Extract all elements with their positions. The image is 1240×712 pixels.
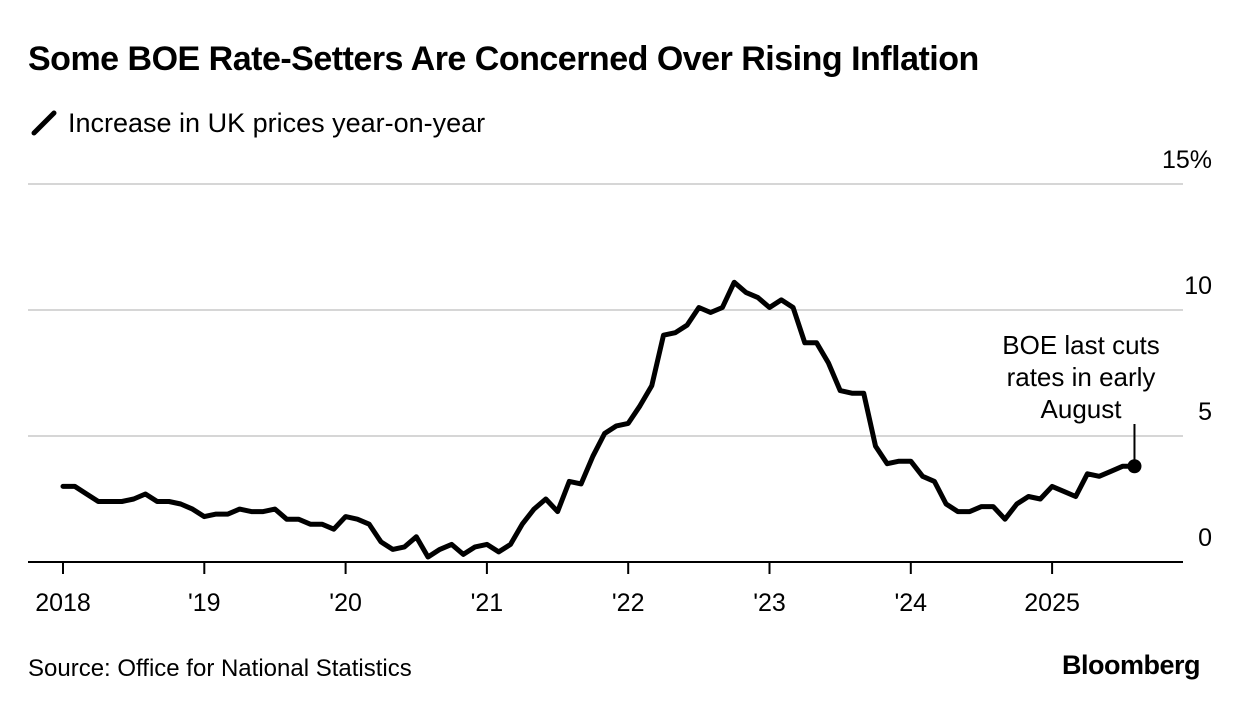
series-line-cpi	[60, 279, 1137, 560]
y-tick-label: 5	[1198, 398, 1212, 426]
source-note: Source: Office for National Statistics	[28, 655, 412, 682]
y-tick-label: 15%	[1162, 146, 1212, 174]
x-tick-label: '24	[895, 589, 928, 617]
x-tick-label: 2025	[1024, 589, 1080, 617]
x-tick-label: '22	[612, 589, 645, 617]
x-tick-label: 2018	[35, 589, 91, 617]
x-tick-label: '21	[471, 589, 504, 617]
annotation-marker	[1127, 459, 1142, 474]
chart-title: Some BOE Rate-Setters Are Concerned Over…	[28, 40, 979, 78]
legend-line-icon	[31, 110, 57, 136]
annotation-text: August	[1041, 394, 1123, 424]
annotation-text: rates in early	[1007, 362, 1156, 392]
y-tick-label: 0	[1198, 524, 1212, 552]
annotation-text: BOE last cuts	[1002, 330, 1160, 360]
legend-label: Increase in UK prices year-on-year	[68, 107, 486, 138]
y-tick-label: 10	[1184, 272, 1212, 300]
x-tick-label: '19	[188, 589, 221, 617]
x-tick-label: '20	[329, 589, 362, 617]
brand-logo: Bloomberg	[1061, 650, 1201, 680]
x-tick-label: '23	[753, 589, 786, 617]
legend: Increase in UK prices year-on-year	[30, 106, 485, 140]
